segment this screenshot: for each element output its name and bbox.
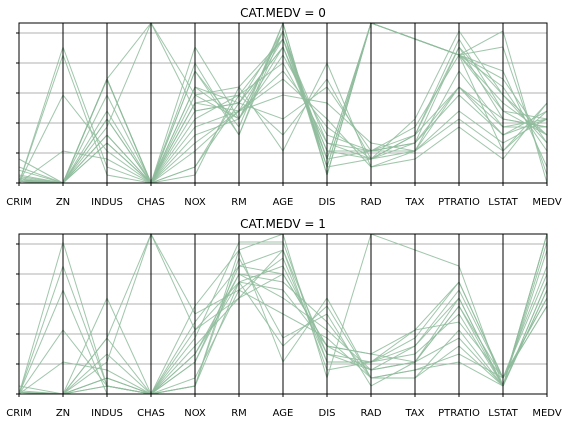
x-tick-label: CHAS (137, 408, 165, 419)
x-tick-label: RAD (360, 408, 381, 419)
x-tick-label: DIS (319, 408, 336, 419)
chart-title: CAT.MEDV = 0 (240, 6, 326, 20)
x-tick-label: RM (231, 408, 247, 419)
x-tick-label: CRIM (6, 197, 32, 208)
x-tick-label: AGE (273, 408, 294, 419)
x-tick-label: LSTAT (488, 408, 518, 419)
x-tick-label: MEDV (532, 408, 561, 419)
x-tick-label: ZN (56, 408, 70, 419)
x-tick-label: RAD (360, 197, 381, 208)
x-tick-label: DIS (319, 197, 336, 208)
chart-panel-1: CAT.MEDV = 1 CRIM ZN INDUS CHAS NOX RM AGE DIS RA… (6, 217, 562, 419)
x-tick-label: TAX (404, 197, 424, 208)
x-tick-label: PTRATIO (438, 408, 480, 419)
x-tick-label: TAX (404, 408, 424, 419)
x-tick-label: PTRATIO (438, 197, 480, 208)
x-tick-label: CRIM (6, 408, 32, 419)
x-tick-label: NOX (184, 197, 206, 208)
x-tick-label: MEDV (532, 197, 561, 208)
x-tick-label: LSTAT (488, 197, 518, 208)
x-tick-label: ZN (56, 197, 70, 208)
x-tick-label: INDUS (91, 408, 123, 419)
x-tick-label: INDUS (91, 197, 123, 208)
x-tick-label: NOX (184, 408, 206, 419)
x-tick-label: RM (231, 197, 247, 208)
chart-panel-0: CAT.MEDV = 0 CRIM ZN INDUS CHAS NOX RM AGE DIS RA… (6, 6, 562, 208)
x-tick-label: CHAS (137, 197, 165, 208)
x-tick-label: AGE (273, 197, 294, 208)
chart-title: CAT.MEDV = 1 (240, 217, 326, 231)
